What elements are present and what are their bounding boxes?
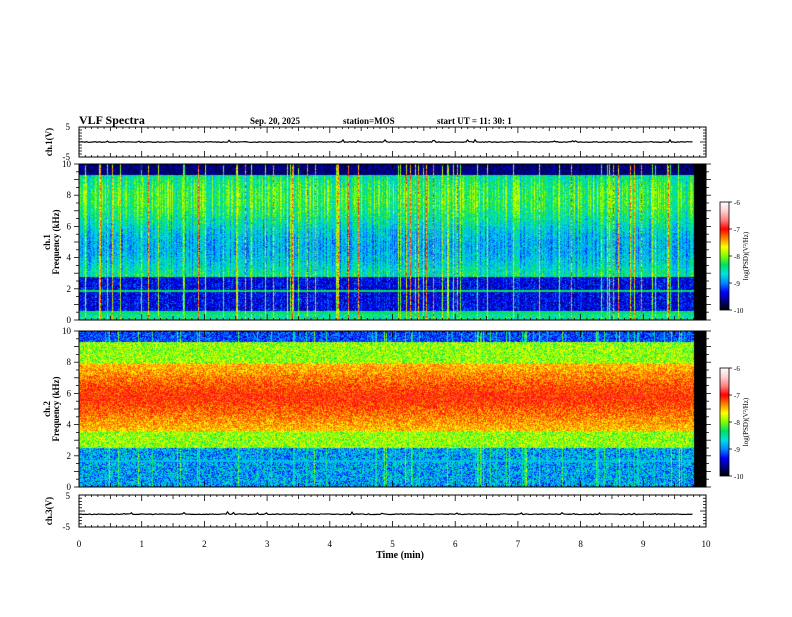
ch1-spec-ylabel-channel: ch.1 bbox=[42, 234, 52, 250]
colorbar-tick-label: -8 bbox=[734, 419, 740, 427]
x-tick-label: 5 bbox=[390, 539, 395, 549]
x-tick-label: 4 bbox=[328, 539, 333, 549]
time-ticks bbox=[78, 127, 707, 527]
y-tick-label: 2 bbox=[67, 284, 72, 294]
ch3-waveform-trace bbox=[78, 510, 693, 516]
colorbar-tick-label: -6 bbox=[734, 199, 740, 207]
colorbar-label: log(PSD)(V²/Hz) bbox=[742, 397, 750, 446]
y-tick-label: 10 bbox=[62, 159, 72, 169]
colorbar-tick-label: -9 bbox=[734, 446, 740, 454]
figure-title: VLF Spectra bbox=[79, 113, 145, 127]
x-tick-label: 8 bbox=[578, 539, 583, 549]
colorbar-tick-label: -7 bbox=[734, 392, 740, 400]
colorbar-tick-label: -8 bbox=[734, 253, 740, 261]
ch2-spectrogram-image bbox=[79, 331, 706, 487]
ch1-ytick-bottom: -5 bbox=[63, 152, 71, 162]
y-tick-label: 0 bbox=[67, 482, 72, 492]
ch2-colorbar: -6 -7 -8 -9 -10 log(PSD)(V²/Hz) bbox=[719, 365, 750, 481]
y-tick-label: 0 bbox=[67, 315, 72, 325]
colorbar-tick-label: -10 bbox=[734, 307, 744, 315]
ch3-ylabel: ch.3(V) bbox=[44, 497, 54, 525]
start-time-label: start UT = 11: 30: 1 bbox=[437, 116, 512, 126]
x-tick-label: 7 bbox=[516, 539, 521, 549]
colorbar-scale bbox=[719, 201, 730, 311]
x-tick-label: 2 bbox=[202, 539, 207, 549]
x-tick-label: 6 bbox=[453, 539, 458, 549]
y-tick-label: 8 bbox=[67, 190, 72, 200]
ch3-waveform-panel: 5 -5 ch.3(V) bbox=[44, 491, 707, 532]
y-tick-label: 6 bbox=[67, 388, 72, 398]
time-tick-labels: 0 1 2 3 4 5 6 7 8 9 10 bbox=[77, 539, 711, 549]
colorbar-tick-label: -10 bbox=[734, 473, 744, 481]
colorbar-tick-label: -9 bbox=[734, 280, 740, 288]
y-tick-label: 4 bbox=[67, 253, 72, 263]
ch1-waveform-trace bbox=[78, 138, 693, 144]
y-tick-label: 2 bbox=[67, 451, 72, 461]
x-tick-label: 10 bbox=[702, 539, 712, 549]
ch1-spectrogram-panel: 0 2 4 6 8 10 ch.1 Frequency (kHz) bbox=[42, 159, 711, 325]
colorbar-scale bbox=[719, 367, 730, 477]
ch3-ytick-bottom: -5 bbox=[63, 522, 71, 532]
ch1-spectrogram-image bbox=[79, 164, 706, 320]
ch1-colorbar: -6 -7 -8 -9 -10 log(PSD)(V²/Hz) bbox=[719, 199, 750, 315]
x-tick-label: 1 bbox=[139, 539, 144, 549]
ch1-spec-ylabel-freq: Frequency (kHz) bbox=[51, 209, 61, 274]
ch1-ytick-top: 5 bbox=[66, 122, 71, 132]
x-tick-label: 0 bbox=[77, 539, 82, 549]
ch1-waveform-panel: 5 -5 ch.1(V) bbox=[44, 122, 707, 162]
x-tick-label: 3 bbox=[265, 539, 270, 549]
ch2-spec-ylabel-freq: Frequency (kHz) bbox=[51, 376, 61, 441]
colorbar-label: log(PSD)(V²/Hz) bbox=[742, 231, 750, 280]
ch1-ylabel: ch.1(V) bbox=[44, 128, 54, 156]
colorbar-tick-label: -7 bbox=[734, 226, 740, 234]
ch3-ytick-top: 5 bbox=[66, 491, 71, 501]
y-tick-label: 4 bbox=[67, 420, 72, 430]
x-tick-label: 9 bbox=[641, 539, 646, 549]
time-axis-label: Time (min) bbox=[376, 550, 424, 561]
ch2-spec-ylabel-channel: ch.2 bbox=[42, 401, 52, 417]
station-label: station=MOS bbox=[343, 116, 395, 126]
colorbar-tick-label: -6 bbox=[734, 365, 740, 373]
y-tick-label: 10 bbox=[62, 326, 72, 336]
ch2-spectrogram-panel: 0 2 4 6 8 10 ch.2 Frequency (kHz) bbox=[42, 326, 711, 492]
y-tick-label: 8 bbox=[67, 357, 72, 367]
y-tick-label: 6 bbox=[67, 221, 72, 231]
date-label: Sep. 20, 2025 bbox=[250, 116, 301, 126]
